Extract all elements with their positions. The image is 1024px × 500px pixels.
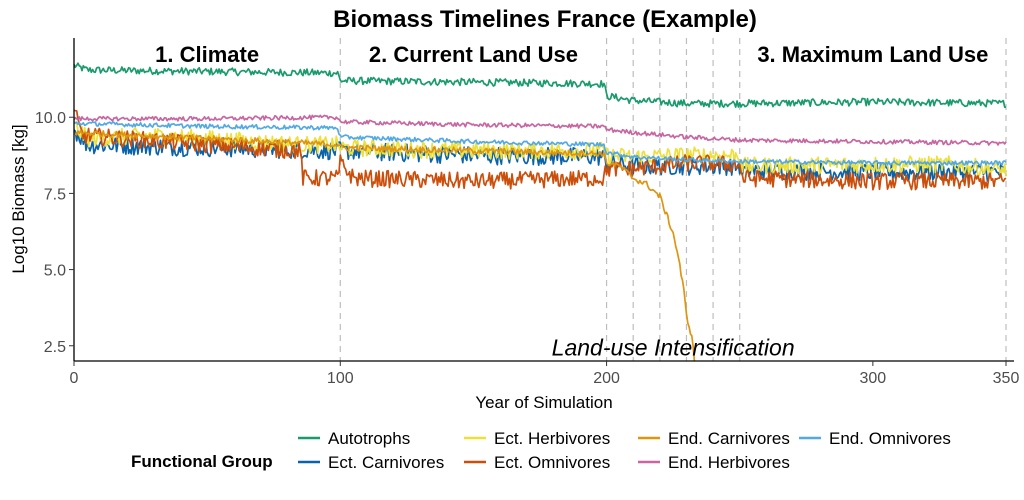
y-tick-label-7.5: 7.5 — [44, 186, 66, 203]
legend-label-end-carnivores: End. Carnivores — [668, 429, 790, 448]
phase-labels: 1. Climate 2. Current Land Use 3. Maximum … — [155, 42, 988, 67]
x-tick-label-300: 300 — [860, 370, 887, 387]
axes — [73, 38, 1014, 362]
y-axis-title: Log10 Biomass [kg] — [9, 124, 28, 273]
y-tick-label-5: 5.0 — [44, 263, 66, 280]
y-tick-label-10: 10.0 — [35, 110, 66, 127]
phase-label-2: 2. Current Land Use — [369, 42, 578, 67]
series-line-end-omnivores — [73, 121, 1007, 166]
x-ticks: 0 100 200 300 350 — [70, 361, 1020, 387]
chart-title: Biomass Timelines France (Example) — [333, 6, 757, 33]
legend-title: Functional Group — [131, 452, 273, 471]
vertical-reference-lines — [339, 38, 1007, 361]
series-line-end-carnivores — [73, 129, 696, 362]
legend-label-ect-herbivores: Ect. Herbivores — [494, 429, 610, 448]
series-lines — [73, 62, 1007, 362]
legend-label-autotrophs: Autotrophs — [328, 429, 410, 448]
phase-label-1: 1. Climate — [155, 42, 259, 67]
series-line-autotrophs — [73, 62, 1007, 109]
y-ticks: 2.5 5.0 7.5 10.0 — [35, 110, 74, 356]
legend-label-end-omnivores: End. Omnivores — [829, 429, 951, 448]
x-tick-label-350: 350 — [993, 370, 1020, 387]
x-tick-label-100: 100 — [327, 370, 354, 387]
x-tick-label-200: 200 — [593, 370, 620, 387]
x-axis-title: Year of Simulation — [475, 393, 612, 412]
legend-label-end-herbivores: End. Herbivores — [668, 453, 790, 472]
x-tick-label-0: 0 — [70, 370, 79, 387]
legend: Functional Group Autotrophs Ect. Carnivor… — [131, 429, 951, 472]
legend-label-ect-omnivores: Ect. Omnivores — [494, 453, 610, 472]
series-line-end-herbivores — [73, 114, 1007, 146]
phase-label-3: 3. Maximum Land Use — [757, 42, 988, 67]
land-use-annotation: Land-use Intensification — [552, 334, 795, 360]
legend-label-ect-carnivores: Ect. Carnivores — [328, 453, 444, 472]
y-tick-label-2.5: 2.5 — [44, 339, 66, 356]
series-line-ect-omnivores — [73, 109, 1007, 191]
